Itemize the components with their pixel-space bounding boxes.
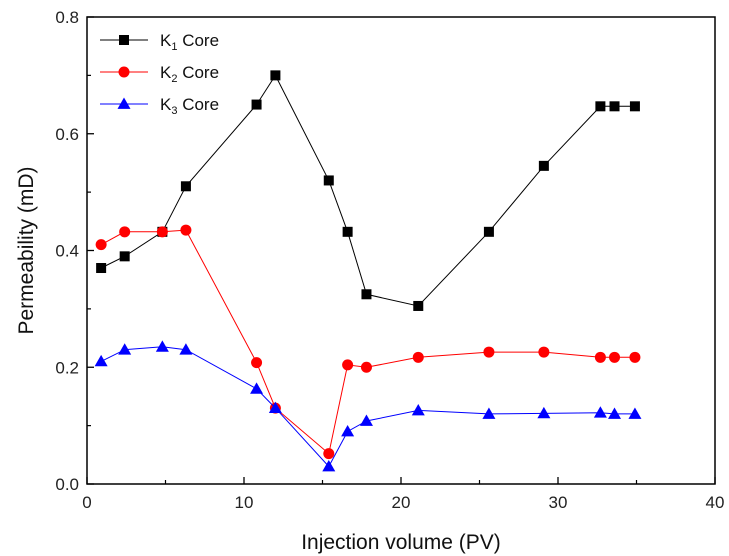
legend-label-main: K — [160, 63, 172, 82]
x-tick-label: 10 — [235, 493, 254, 512]
data-point — [251, 357, 263, 369]
data-point — [180, 181, 191, 192]
legend-item: K3 Core — [100, 95, 219, 117]
series-3 — [94, 340, 642, 472]
legend-label-suffix: Core — [177, 63, 219, 82]
data-point — [251, 99, 262, 110]
data-point — [179, 343, 193, 355]
data-point — [483, 346, 495, 358]
data-point — [119, 226, 131, 238]
y-tick-label: 0.2 — [55, 358, 79, 377]
legend-label: K3 Core — [160, 95, 219, 117]
legend-label-subscript: 3 — [171, 105, 177, 117]
legend-marker — [117, 97, 131, 109]
data-point — [361, 289, 372, 300]
data-point — [538, 346, 550, 358]
data-point — [628, 407, 642, 419]
legend-label-subscript: 1 — [171, 41, 177, 53]
y-axis-title: Permeability (mD) — [15, 166, 38, 334]
data-point — [155, 340, 169, 352]
data-point — [629, 101, 640, 112]
x-axis-title: Injection volume (PV) — [301, 531, 501, 554]
data-point — [94, 354, 108, 367]
series-2 — [95, 224, 641, 460]
data-point — [595, 101, 606, 112]
y-tick-label: 0.4 — [55, 242, 79, 261]
data-point — [268, 401, 282, 413]
data-point — [322, 459, 336, 472]
data-point — [95, 239, 107, 251]
data-point — [342, 226, 353, 237]
series-1 — [96, 70, 640, 311]
legend-label-main: K — [160, 31, 172, 50]
data-point — [594, 351, 606, 363]
data-point — [359, 414, 373, 426]
tick-labels: 0 10 20 30 40 0.0 0.2 0.4 0.6 0.8 — [55, 8, 724, 512]
x-tick-label: 0 — [82, 493, 91, 512]
data-point — [482, 407, 496, 419]
data-point — [360, 361, 372, 373]
legend-item: K1 Core — [100, 31, 219, 53]
data-point — [119, 251, 130, 262]
y-tick-label: 0.8 — [55, 8, 79, 27]
data-point — [323, 175, 334, 186]
data-point — [413, 300, 424, 311]
data-point — [483, 226, 494, 237]
data-point — [538, 160, 549, 171]
data-point — [118, 343, 132, 355]
x-tick-label: 20 — [392, 493, 411, 512]
data-point — [341, 424, 355, 437]
x-tick-label: 40 — [706, 493, 725, 512]
legend-label-main: K — [160, 95, 172, 114]
data-point — [537, 406, 551, 419]
data-point — [411, 403, 425, 416]
legend-marker — [119, 35, 129, 45]
data-point — [593, 406, 607, 418]
legend-marker — [118, 66, 130, 78]
data-point — [342, 359, 354, 371]
series-layer — [94, 70, 642, 472]
legend-label: K2 Core — [160, 63, 219, 85]
data-point — [270, 70, 281, 81]
legend-label-suffix: Core — [177, 95, 219, 114]
x-tick-label: 30 — [549, 493, 568, 512]
data-point — [156, 226, 168, 238]
data-point — [323, 448, 335, 460]
y-tick-label: 0.6 — [55, 125, 79, 144]
data-point — [608, 407, 622, 419]
data-point — [609, 101, 620, 112]
data-point — [412, 351, 424, 363]
plot-frame — [86, 16, 716, 485]
data-point — [609, 351, 621, 363]
data-point — [250, 382, 264, 394]
legend-label-suffix: Core — [177, 31, 219, 50]
data-point — [629, 351, 641, 363]
y-tick-label: 0.0 — [55, 475, 79, 494]
legend-item: K2 Core — [100, 63, 219, 85]
legend-label: K1 Core — [160, 31, 219, 53]
data-point — [180, 224, 192, 236]
data-point — [96, 263, 107, 274]
legend-label-subscript: 2 — [171, 73, 177, 85]
